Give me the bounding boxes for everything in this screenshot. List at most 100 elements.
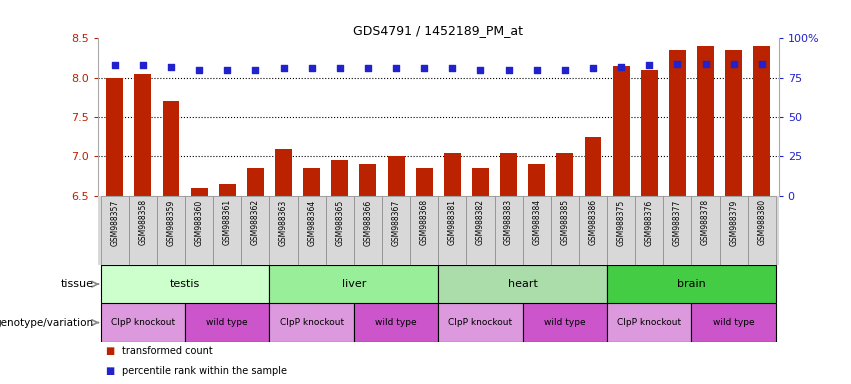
Text: ■: ■ [106, 346, 119, 356]
FancyBboxPatch shape [607, 196, 635, 265]
FancyBboxPatch shape [748, 196, 776, 265]
Title: GDS4791 / 1452189_PM_at: GDS4791 / 1452189_PM_at [353, 24, 523, 37]
Bar [191, 188, 208, 196]
FancyBboxPatch shape [579, 196, 607, 265]
Text: GSM988386: GSM988386 [589, 199, 597, 245]
FancyBboxPatch shape [635, 196, 663, 265]
FancyBboxPatch shape [438, 303, 523, 342]
Bar [416, 168, 432, 196]
Text: GSM988366: GSM988366 [363, 199, 373, 245]
FancyBboxPatch shape [523, 303, 607, 342]
FancyBboxPatch shape [354, 303, 438, 342]
Text: wild type: wild type [713, 318, 755, 327]
Text: heart: heart [508, 279, 538, 289]
FancyBboxPatch shape [354, 196, 382, 265]
Point [417, 65, 431, 71]
Point [108, 62, 122, 68]
FancyBboxPatch shape [438, 265, 607, 303]
Text: ClpP knockout: ClpP knockout [617, 318, 682, 327]
Bar [247, 168, 264, 196]
FancyBboxPatch shape [242, 196, 270, 265]
Bar [275, 149, 292, 196]
FancyBboxPatch shape [185, 303, 270, 342]
Text: GSM988364: GSM988364 [307, 199, 317, 245]
Bar [500, 152, 517, 196]
Bar [134, 74, 151, 196]
Bar [585, 137, 602, 196]
FancyBboxPatch shape [692, 303, 776, 342]
Text: tissue: tissue [60, 279, 94, 289]
Point [727, 61, 740, 67]
Point [502, 67, 516, 73]
FancyBboxPatch shape [270, 265, 438, 303]
FancyBboxPatch shape [607, 265, 776, 303]
Text: GSM988382: GSM988382 [476, 199, 485, 245]
Point [164, 64, 178, 70]
FancyBboxPatch shape [382, 196, 410, 265]
Bar [472, 168, 489, 196]
Point [361, 65, 374, 71]
FancyBboxPatch shape [720, 196, 748, 265]
Text: wild type: wild type [375, 318, 417, 327]
Bar [613, 66, 630, 196]
Text: GSM988361: GSM988361 [223, 199, 231, 245]
FancyBboxPatch shape [100, 303, 185, 342]
FancyBboxPatch shape [326, 196, 354, 265]
Bar [641, 70, 658, 196]
FancyBboxPatch shape [494, 196, 523, 265]
FancyBboxPatch shape [100, 196, 129, 265]
FancyBboxPatch shape [270, 303, 354, 342]
FancyBboxPatch shape [523, 196, 551, 265]
Text: liver: liver [342, 279, 366, 289]
FancyBboxPatch shape [551, 196, 579, 265]
Bar [303, 168, 320, 196]
Point [614, 64, 628, 70]
Point [248, 67, 262, 73]
Point [586, 65, 600, 71]
Text: GSM988375: GSM988375 [617, 199, 625, 245]
FancyBboxPatch shape [270, 196, 298, 265]
Bar [387, 157, 404, 196]
Text: GSM988381: GSM988381 [448, 199, 457, 245]
Text: GSM988362: GSM988362 [251, 199, 260, 245]
FancyBboxPatch shape [298, 196, 326, 265]
Bar [697, 46, 714, 196]
Text: GSM988365: GSM988365 [335, 199, 345, 245]
FancyBboxPatch shape [129, 196, 157, 265]
Point [530, 67, 544, 73]
Text: brain: brain [677, 279, 705, 289]
Point [446, 65, 460, 71]
Point [389, 65, 403, 71]
Text: testis: testis [170, 279, 200, 289]
FancyBboxPatch shape [185, 196, 214, 265]
Bar [725, 50, 742, 196]
FancyBboxPatch shape [692, 196, 720, 265]
Text: genotype/variation: genotype/variation [0, 318, 94, 328]
Point [474, 67, 488, 73]
Bar [669, 50, 686, 196]
Bar [528, 164, 545, 196]
FancyBboxPatch shape [214, 196, 242, 265]
Point [277, 65, 290, 71]
Text: GSM988385: GSM988385 [560, 199, 569, 245]
FancyBboxPatch shape [157, 196, 185, 265]
Text: GSM988368: GSM988368 [420, 199, 429, 245]
Point [192, 67, 206, 73]
FancyBboxPatch shape [663, 196, 692, 265]
Text: GSM988359: GSM988359 [167, 199, 175, 245]
Text: ■: ■ [106, 366, 119, 376]
FancyBboxPatch shape [100, 265, 270, 303]
Text: ClpP knockout: ClpP knockout [280, 318, 344, 327]
Text: GSM988363: GSM988363 [279, 199, 288, 245]
Bar [444, 152, 460, 196]
Text: GSM988383: GSM988383 [504, 199, 513, 245]
Text: GSM988384: GSM988384 [532, 199, 541, 245]
Point [671, 61, 684, 67]
Text: GSM988378: GSM988378 [701, 199, 710, 245]
Bar [359, 164, 376, 196]
Point [333, 65, 346, 71]
Text: transformed count: transformed count [122, 346, 213, 356]
Text: GSM988379: GSM988379 [729, 199, 738, 245]
FancyBboxPatch shape [410, 196, 438, 265]
FancyBboxPatch shape [438, 196, 466, 265]
